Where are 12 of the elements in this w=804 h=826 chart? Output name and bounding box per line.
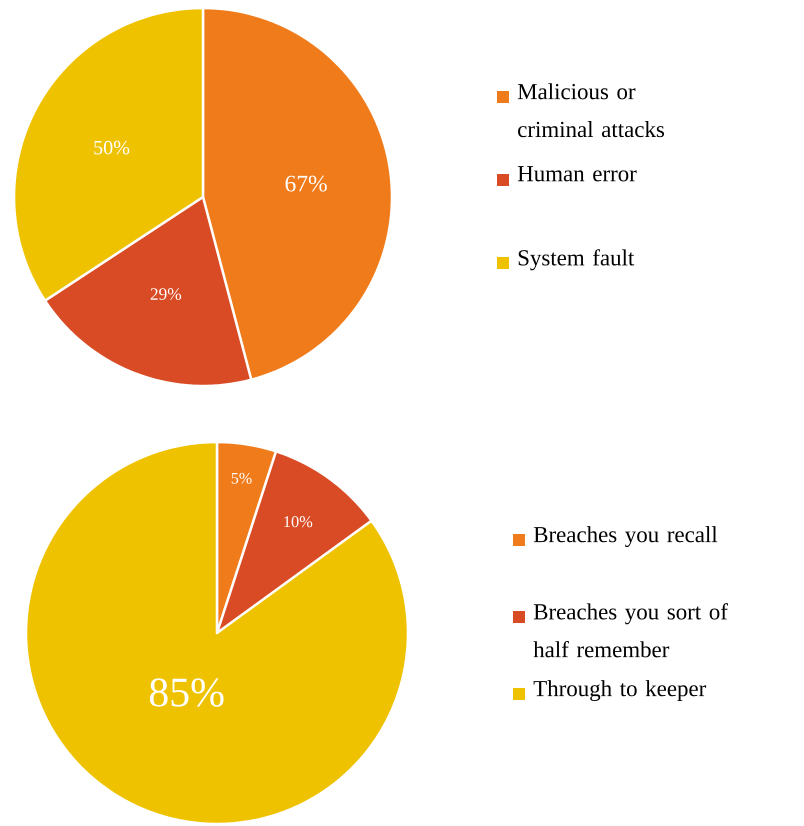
legend-label: Through to keeper [534,680,706,702]
data-label: 67% [286,176,327,192]
data-label: 85% [150,678,224,707]
legend-label: Human error [518,166,637,182]
data-label: 10% [284,516,312,528]
data-label: 50% [94,140,130,154]
data-label: 29% [150,288,182,300]
data-label: 5% [232,472,252,484]
legend-label: Breaches you sort of half remember [533,603,728,658]
legend-label: System fault [518,249,634,270]
legend-label: Breaches you recall [534,526,718,548]
legend-label: Malicious or criminal attacks [518,83,664,138]
